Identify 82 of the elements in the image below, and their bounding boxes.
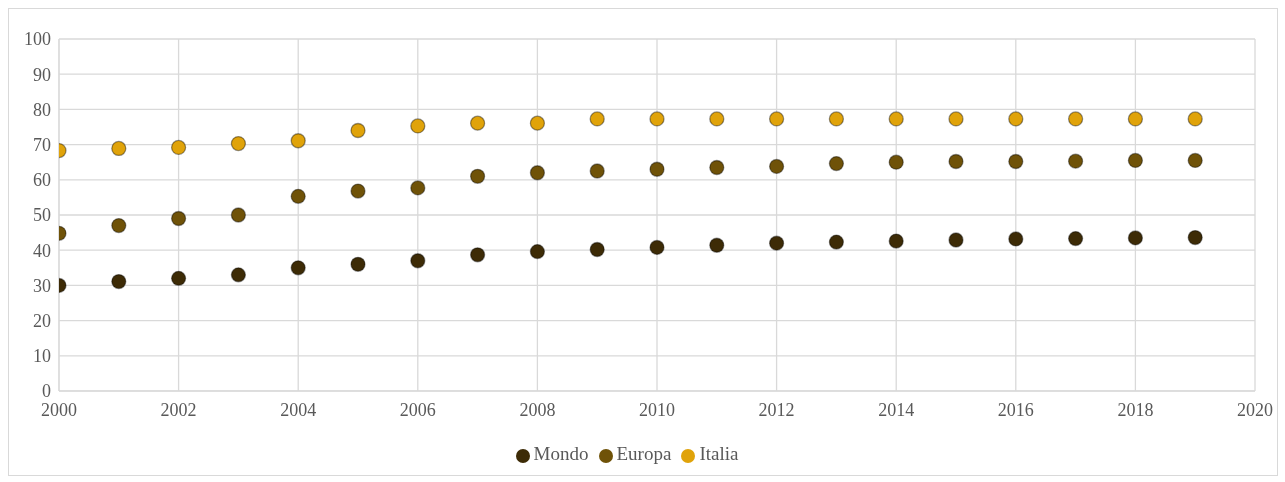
point bbox=[410, 180, 426, 196]
point bbox=[888, 233, 904, 249]
x-tick-label: 2020 bbox=[1237, 399, 1273, 420]
point bbox=[529, 165, 546, 181]
point bbox=[649, 111, 665, 127]
point bbox=[230, 207, 247, 223]
point bbox=[768, 235, 785, 251]
point bbox=[170, 270, 187, 287]
point bbox=[828, 155, 845, 172]
point bbox=[768, 111, 785, 127]
point bbox=[888, 111, 904, 127]
point bbox=[170, 139, 187, 156]
y-tick-label: 60 bbox=[33, 170, 51, 191]
y-tick-label: 90 bbox=[33, 64, 51, 85]
point bbox=[649, 161, 665, 177]
point bbox=[1067, 153, 1084, 169]
point bbox=[649, 239, 665, 256]
x-tick-label: 2006 bbox=[399, 399, 436, 420]
y-tick-label: 10 bbox=[33, 346, 51, 367]
point bbox=[469, 247, 486, 263]
point bbox=[529, 115, 546, 131]
x-tick-label: 2008 bbox=[519, 399, 556, 420]
point bbox=[350, 256, 366, 272]
legend-label: Europa bbox=[616, 443, 672, 464]
point bbox=[589, 163, 605, 179]
point bbox=[589, 111, 605, 127]
point bbox=[111, 217, 127, 234]
point bbox=[948, 111, 964, 127]
point bbox=[1127, 152, 1144, 169]
point bbox=[230, 267, 247, 283]
point bbox=[111, 273, 127, 290]
x-tick-label: 2000 bbox=[41, 399, 77, 420]
x-tick-label: 2002 bbox=[160, 399, 197, 420]
point bbox=[768, 158, 785, 175]
x-tick-label: 2004 bbox=[280, 399, 317, 420]
point bbox=[230, 135, 247, 152]
y-tick-label: 70 bbox=[33, 134, 51, 155]
point bbox=[111, 140, 127, 157]
point bbox=[1008, 231, 1024, 247]
point bbox=[170, 210, 187, 227]
x-tick-label: 2010 bbox=[639, 399, 675, 420]
point bbox=[410, 253, 426, 269]
point bbox=[1067, 111, 1084, 127]
x-tick-label: 2014 bbox=[878, 399, 915, 420]
point bbox=[529, 243, 546, 260]
point bbox=[410, 118, 426, 134]
point bbox=[290, 260, 306, 276]
point bbox=[709, 159, 725, 176]
point bbox=[1187, 111, 1203, 127]
point bbox=[1187, 152, 1203, 169]
point bbox=[948, 153, 964, 170]
point bbox=[709, 111, 725, 127]
point bbox=[290, 188, 306, 204]
y-tick-label: 80 bbox=[33, 99, 51, 120]
point bbox=[1127, 111, 1144, 127]
legend-label: Mondo bbox=[533, 443, 589, 464]
point bbox=[828, 111, 845, 127]
point bbox=[1008, 111, 1024, 127]
y-tick-label: 50 bbox=[33, 205, 51, 226]
point bbox=[1008, 153, 1024, 170]
point bbox=[589, 241, 605, 258]
point bbox=[1127, 230, 1144, 246]
point bbox=[350, 183, 366, 199]
point bbox=[469, 168, 486, 184]
point bbox=[290, 133, 306, 149]
point bbox=[948, 232, 964, 248]
y-tick-label: 100 bbox=[24, 29, 51, 50]
legend-label: Italia bbox=[699, 443, 739, 464]
x-tick-label: 2018 bbox=[1117, 399, 1154, 420]
point bbox=[350, 122, 366, 139]
x-tick-label: 2016 bbox=[997, 399, 1034, 420]
y-tick-label: 40 bbox=[33, 240, 51, 261]
y-tick-label: 0 bbox=[42, 381, 51, 402]
point bbox=[469, 115, 486, 131]
point bbox=[1187, 229, 1203, 246]
y-tick-label: 30 bbox=[33, 275, 51, 296]
point bbox=[888, 154, 904, 170]
point bbox=[828, 234, 845, 250]
point bbox=[709, 237, 725, 253]
point bbox=[1067, 230, 1084, 247]
x-tick-label: 2012 bbox=[758, 399, 795, 420]
y-tick-label: 20 bbox=[33, 310, 51, 331]
